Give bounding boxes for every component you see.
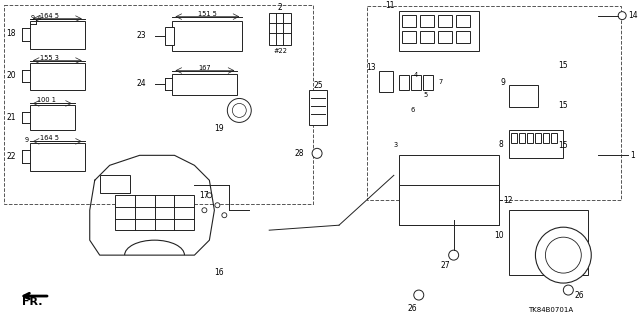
- Bar: [552, 133, 557, 143]
- Bar: [527, 133, 533, 143]
- Text: 11: 11: [385, 1, 395, 10]
- Text: 26: 26: [408, 304, 417, 313]
- Text: 7: 7: [438, 79, 443, 85]
- Text: 19: 19: [214, 124, 223, 133]
- Bar: [269, 12, 291, 44]
- Bar: [30, 62, 84, 91]
- Text: 9: 9: [25, 137, 29, 143]
- Text: TK84B0701A: TK84B0701A: [529, 307, 573, 313]
- Text: #22: #22: [273, 48, 287, 53]
- Text: 1: 1: [630, 151, 635, 160]
- Bar: [399, 76, 409, 91]
- Text: 4: 4: [414, 73, 418, 78]
- Bar: [399, 11, 479, 51]
- Circle shape: [215, 203, 220, 208]
- Text: 3: 3: [394, 142, 398, 148]
- Text: 18: 18: [6, 29, 16, 38]
- Circle shape: [207, 193, 212, 198]
- Text: 22: 22: [6, 152, 16, 161]
- Circle shape: [618, 12, 626, 20]
- Circle shape: [227, 99, 252, 123]
- Bar: [115, 195, 195, 230]
- Text: 8: 8: [499, 140, 504, 149]
- Circle shape: [563, 285, 573, 295]
- Bar: [420, 15, 434, 27]
- Bar: [4, 5, 313, 204]
- Circle shape: [449, 250, 459, 260]
- Text: 155 3: 155 3: [40, 54, 60, 60]
- Bar: [164, 27, 175, 44]
- Bar: [30, 105, 75, 130]
- Text: FR.: FR.: [22, 297, 42, 307]
- Text: 15: 15: [558, 61, 568, 70]
- Bar: [438, 15, 452, 27]
- Bar: [536, 133, 541, 143]
- Text: 15: 15: [558, 101, 568, 110]
- Bar: [509, 210, 588, 275]
- Bar: [509, 130, 563, 158]
- Circle shape: [536, 227, 591, 283]
- Bar: [100, 175, 130, 193]
- Text: 13: 13: [366, 63, 376, 72]
- Text: 23: 23: [137, 31, 147, 40]
- Text: 167: 167: [198, 65, 211, 70]
- Text: 20: 20: [6, 71, 16, 80]
- Bar: [423, 76, 433, 91]
- Circle shape: [414, 290, 424, 300]
- Bar: [399, 185, 499, 225]
- Circle shape: [222, 213, 227, 218]
- Text: 12: 12: [504, 196, 513, 205]
- Text: 9: 9: [500, 78, 506, 87]
- Text: 151 5: 151 5: [198, 11, 217, 17]
- Bar: [173, 20, 243, 51]
- Bar: [402, 31, 416, 43]
- Bar: [30, 143, 84, 171]
- Text: 164 5: 164 5: [40, 135, 60, 141]
- Text: 2: 2: [278, 3, 282, 12]
- Text: 21: 21: [6, 113, 16, 122]
- Text: 164 5: 164 5: [40, 12, 60, 19]
- Bar: [379, 70, 393, 92]
- Circle shape: [232, 103, 246, 117]
- Bar: [511, 133, 518, 143]
- Bar: [456, 15, 470, 27]
- Text: 15: 15: [558, 141, 568, 150]
- Text: 9 4: 9 4: [31, 15, 42, 20]
- Text: 17: 17: [200, 191, 209, 200]
- Text: 27: 27: [441, 260, 451, 270]
- Text: 24: 24: [137, 79, 147, 88]
- Bar: [438, 31, 452, 43]
- Text: 6: 6: [411, 108, 415, 113]
- Bar: [420, 31, 434, 43]
- Circle shape: [202, 208, 207, 213]
- Bar: [543, 133, 549, 143]
- Bar: [520, 133, 525, 143]
- Bar: [399, 155, 499, 225]
- Text: 25: 25: [313, 81, 323, 90]
- Bar: [509, 85, 538, 108]
- Text: 5: 5: [424, 92, 428, 99]
- Bar: [402, 15, 416, 27]
- Circle shape: [312, 148, 322, 158]
- Bar: [456, 31, 470, 43]
- Bar: [309, 91, 327, 125]
- Bar: [411, 76, 420, 91]
- Bar: [367, 6, 621, 200]
- Text: 10: 10: [494, 231, 504, 240]
- Text: 28: 28: [294, 149, 304, 158]
- Text: 26: 26: [574, 291, 584, 300]
- Bar: [173, 74, 237, 95]
- Text: 16: 16: [214, 268, 224, 276]
- Circle shape: [545, 237, 581, 273]
- Text: 100 1: 100 1: [37, 98, 56, 103]
- Text: 14: 14: [628, 11, 638, 20]
- Bar: [30, 20, 84, 49]
